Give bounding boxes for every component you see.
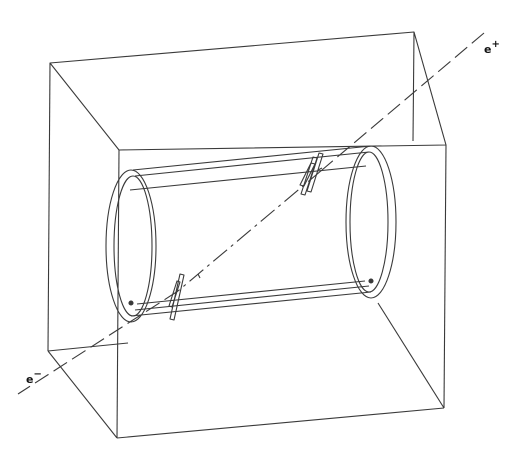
lower-module-plate-2 bbox=[168, 280, 181, 308]
upper-module-plate-1 bbox=[300, 156, 318, 196]
beam-axis-positron-side bbox=[321, 32, 485, 171]
cylinder-left-ring-inner bbox=[113, 175, 153, 317]
upper-module-plate-2 bbox=[306, 152, 324, 193]
beam-axis bbox=[17, 32, 485, 395]
beam-labels: e+ e− bbox=[26, 39, 500, 386]
label-positron: e+ bbox=[484, 39, 500, 56]
box-back-vertical-edge bbox=[47, 62, 51, 352]
cylinder-bottom-line-2 bbox=[134, 285, 370, 311]
cylinder-left-end-dot bbox=[128, 300, 134, 306]
lower-module-tick bbox=[197, 273, 201, 279]
box-inner-right-edge bbox=[377, 302, 445, 409]
cylinder-bottom-line-3 bbox=[136, 280, 366, 305]
box-bottom-left-edge bbox=[47, 350, 118, 439]
beam-axis-inner bbox=[177, 169, 323, 292]
label-electron: e− bbox=[26, 369, 42, 386]
cylinder-upper-inner-line bbox=[129, 165, 367, 191]
cylinder-right-end-dot bbox=[368, 278, 374, 284]
box-back-right-edge bbox=[412, 31, 415, 142]
box-top-face bbox=[49, 31, 447, 151]
beam-axis-electron-side bbox=[17, 290, 179, 395]
cylinder-left-ring-outer bbox=[105, 169, 157, 323]
detector-box bbox=[47, 31, 447, 439]
box-bottom-back-edge bbox=[47, 342, 129, 352]
upper-track-module bbox=[299, 152, 324, 196]
box-front-right-edge bbox=[443, 144, 447, 409]
upper-module-tick bbox=[317, 167, 323, 171]
cylinder-top-line-2 bbox=[134, 151, 370, 177]
cylinder-right-ring-inner bbox=[349, 151, 389, 293]
box-bottom-front-edge bbox=[116, 407, 445, 439]
upper-module-plate-3 bbox=[299, 162, 316, 187]
cylinder-bottom-line-1 bbox=[130, 291, 372, 317]
lower-track-module bbox=[168, 273, 201, 321]
detector-cylinder bbox=[105, 145, 397, 323]
cylinder-top-line-1 bbox=[132, 145, 372, 171]
